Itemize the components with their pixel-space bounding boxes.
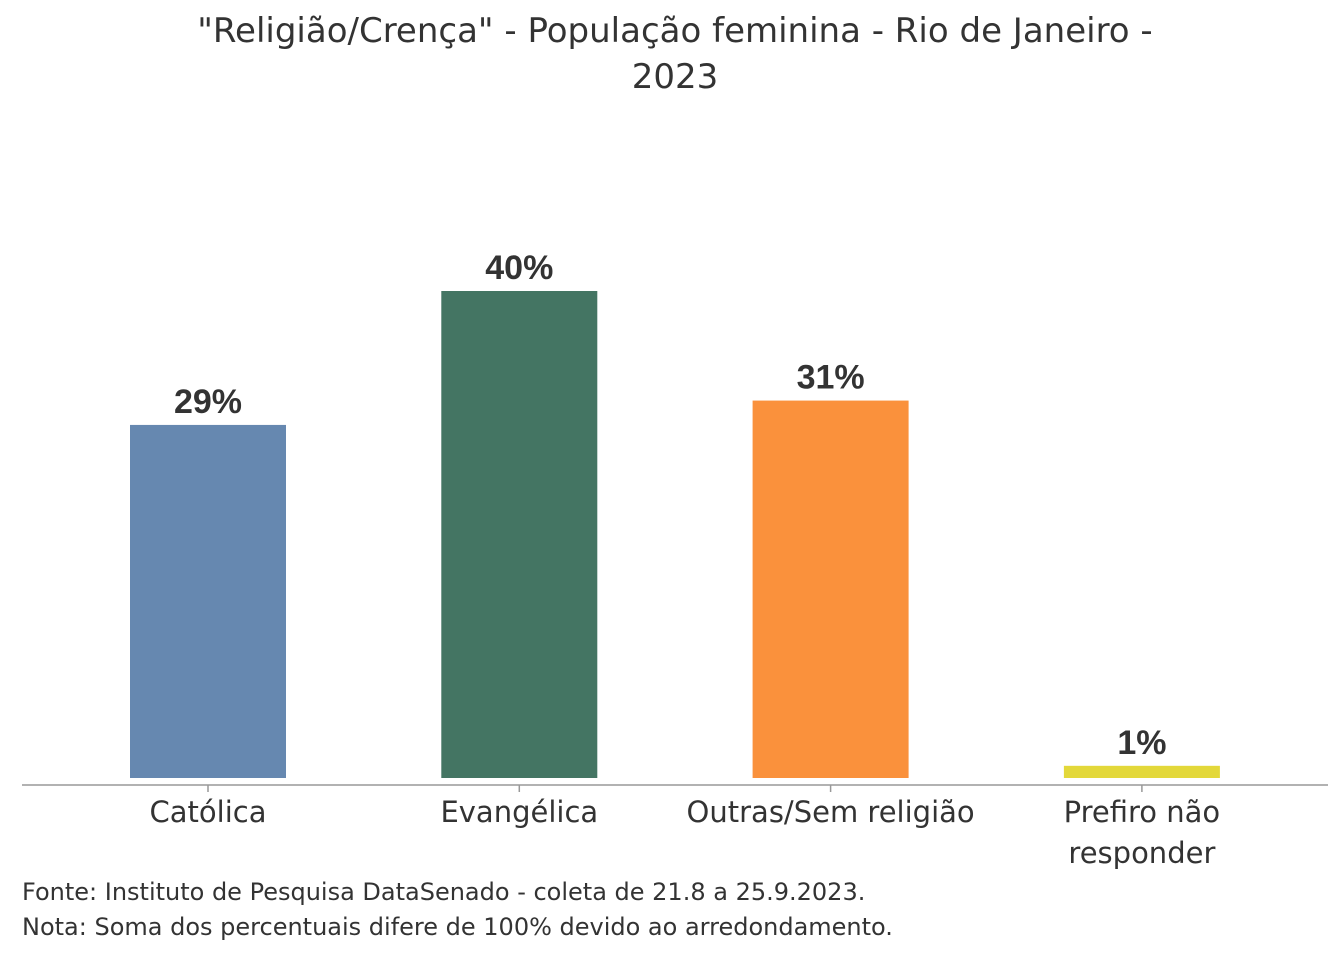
source-note: Fonte: Instituto de Pesquisa DataSenado …	[22, 878, 866, 906]
value-label: 1%	[1117, 724, 1166, 762]
chart-title: "Religião/Crença" - População feminina -…	[197, 11, 1153, 97]
category-label: Católica	[150, 795, 267, 829]
category-label: Evangélica	[440, 795, 598, 829]
value-label: 40%	[485, 249, 553, 287]
category-label: Outras/Sem religião	[687, 795, 975, 829]
bar-3	[1063, 765, 1220, 778]
category-label: responder	[1068, 836, 1215, 870]
bar-1	[441, 291, 598, 778]
rounding-note: Nota: Soma dos percentuais difere de 100…	[22, 913, 893, 941]
value-label: 31%	[797, 359, 865, 397]
bar-0	[130, 424, 286, 778]
category-label: Prefiro não	[1064, 795, 1221, 829]
bar-2	[752, 400, 909, 778]
value-label: 29%	[174, 383, 242, 421]
